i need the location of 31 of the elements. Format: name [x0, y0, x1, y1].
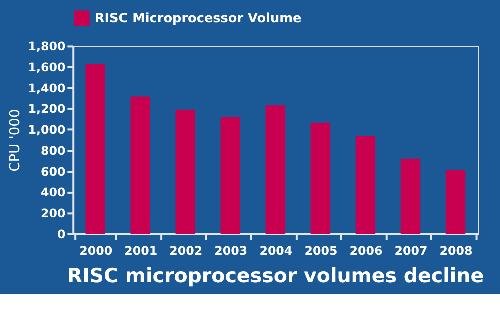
y-tick-label: 1,600 [28, 60, 66, 75]
y-tick-label: 1,000 [28, 123, 66, 138]
x-tick-label: 2001 [124, 244, 158, 258]
y-tick-label: 1,800 [28, 40, 66, 54]
x-tick-label: 2002 [170, 244, 203, 258]
y-axis-title: CPU '000 [7, 109, 24, 172]
y-tick-label: 1,400 [28, 81, 66, 96]
bar [266, 106, 286, 234]
x-tick-label: 2008 [440, 244, 473, 258]
y-tick-label: 1,200 [28, 102, 66, 116]
legend-label: RISC Microprocessor Volume [94, 11, 302, 26]
y-tick-label: 200 [40, 206, 66, 221]
x-tick-label: 2005 [304, 244, 338, 258]
y-tick-label: 400 [40, 186, 66, 200]
bar [356, 136, 376, 234]
bar [220, 117, 241, 234]
text: RISC microprocessor volumes decline [67, 264, 484, 288]
x-tick-label: 2006 [350, 244, 383, 258]
bar [446, 170, 466, 234]
y-tick-label: 600 [40, 164, 66, 179]
y-tick-label: 800 [40, 144, 66, 158]
x-tick-label: 2000 [80, 244, 113, 258]
y-tick-label: 0 [57, 227, 66, 242]
x-tick-label: 2004 [260, 244, 293, 258]
bar [400, 158, 421, 234]
x-tick-label: 2007 [394, 244, 428, 258]
bar [176, 110, 196, 234]
bar [310, 122, 331, 234]
bar [86, 64, 106, 234]
bar [130, 96, 151, 234]
x-tick-label: 2003 [214, 244, 248, 258]
